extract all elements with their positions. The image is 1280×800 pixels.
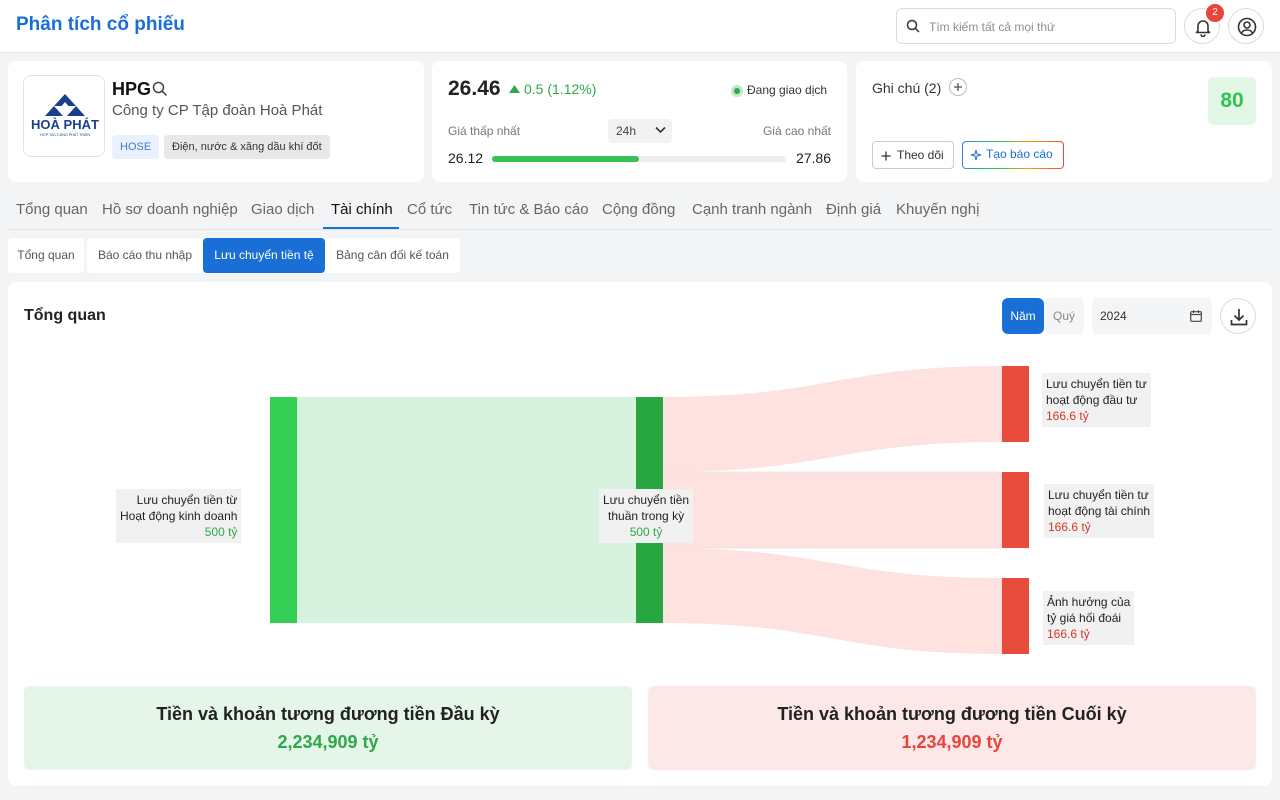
- tab-dividend[interactable]: Cổ tức: [407, 201, 453, 218]
- tab-competition[interactable]: Cạnh tranh ngành: [692, 201, 813, 218]
- subtab-overview[interactable]: Tổng quan: [8, 238, 84, 273]
- cash-flow-sankey: [270, 366, 1029, 654]
- notification-badge: 2: [1206, 4, 1224, 22]
- sector-tag: Điện, nước & xăng dầu khí đốt: [164, 135, 330, 159]
- node-fx-effect: [1002, 578, 1029, 654]
- price-change: 0.5 (1.12%): [524, 81, 597, 97]
- profile-button[interactable]: [1228, 8, 1264, 44]
- search-box[interactable]: [896, 8, 1176, 44]
- active-tab-indicator: [323, 227, 399, 229]
- follow-button[interactable]: Theo dõi: [872, 141, 954, 169]
- closing-cash-value: 1,234,909 tỷ: [901, 732, 1003, 752]
- download-icon: [1230, 309, 1248, 326]
- label-financing-cash-flow: Lưu chuyển tiền tư hoạt động tài chính 1…: [1044, 484, 1155, 538]
- tab-news-reports[interactable]: Tin tức & Báo cáo: [469, 201, 589, 218]
- label-fx-effect: Ảnh hưởng của tỷ giá hối đoái 166.6 tỷ: [1043, 591, 1135, 645]
- svg-text:HOÀ PHÁT: HOÀ PHÁT: [31, 117, 99, 132]
- subtab-balance-sheet[interactable]: Bảng cân đối kế toán: [325, 238, 460, 273]
- opening-cash-title: Tiền và khoản tương đương tiền Đầu kỳ: [156, 704, 500, 724]
- flow-to-investing: [662, 366, 1002, 472]
- cash-flow-panel: Tổng quan Năm Quý 2024 Lưu chuyển tiền t…: [8, 282, 1272, 786]
- score-badge: 80: [1208, 77, 1256, 125]
- year-value: 2024: [1100, 309, 1127, 323]
- search-icon: [906, 19, 920, 33]
- notes-label: Ghi chú (2): [872, 80, 942, 96]
- create-report-button[interactable]: Tạo báo cáo: [962, 141, 1064, 169]
- tab-valuation[interactable]: Định giá: [826, 201, 882, 218]
- node-operating-cash-flow: [270, 397, 297, 623]
- flow-to-financing: [661, 471, 1003, 549]
- create-report-label: Tạo báo cáo: [986, 147, 1053, 161]
- high-price: 27.86: [795, 150, 831, 166]
- opening-cash-box: Tiền và khoản tương đương tiền Đầu kỳ 2,…: [24, 686, 632, 770]
- tab-trading[interactable]: Giao dịch: [251, 201, 315, 218]
- low-price: 26.12: [448, 150, 484, 166]
- closing-cash-box: Tiền và khoản tương đương tiền Cuối kỳ 1…: [648, 686, 1256, 770]
- subtab-cash-flow[interactable]: Lưu chuyển tiền tệ: [203, 238, 325, 273]
- ticker-symbol: HPG: [112, 79, 152, 99]
- high-price-label: Giá cao nhất: [762, 124, 831, 138]
- flow-to-fx-effect: [662, 548, 1002, 654]
- calendar-icon: [1190, 310, 1202, 322]
- range-value: 24h: [616, 124, 637, 138]
- svg-text:HỢP TÁC CÙNG PHÁT TRIỂN: HỢP TÁC CÙNG PHÁT TRIỂN: [40, 132, 90, 137]
- notes-card: Ghi chú (2) 80 Theo dõi Tạo báo cáo: [856, 61, 1272, 182]
- opening-cash-value: 2,234,909 tỷ: [277, 732, 379, 752]
- amount-fx-effect: 166.6 tỷ: [1047, 627, 1090, 641]
- flow-operating-to-net: [297, 397, 636, 623]
- plus-icon: [881, 151, 891, 161]
- period-quarter-button[interactable]: Quý: [1044, 298, 1084, 334]
- triangle-up-icon: [509, 85, 520, 93]
- current-price: 26.46: [448, 77, 501, 100]
- subtab-income-statement[interactable]: Báo cáo thu nhập: [87, 238, 203, 273]
- exchange-tag: HOSE: [112, 135, 160, 159]
- section-title: Tổng quan: [24, 307, 106, 324]
- tab-company-profile[interactable]: Hồ sơ doanh nghiệp: [102, 201, 238, 218]
- company-name: Công ty CP Tập đoàn Hoà Phát: [112, 102, 323, 119]
- hoa-phat-logo: HOÀ PHÁT HỢP TÁC CÙNG PHÁT TRIỂN: [31, 94, 99, 137]
- price-range-fill: [492, 156, 639, 162]
- price-card: 26.46 0.5 (1.12%) Đang giao dịch Giá thấ…: [432, 61, 847, 182]
- amount-investing: 166.6 tỷ: [1046, 409, 1089, 423]
- add-note-button[interactable]: [949, 78, 967, 96]
- tab-recommendation[interactable]: Khuyến nghị: [896, 201, 980, 218]
- tab-community[interactable]: Cộng đồng: [602, 201, 676, 218]
- period-year-button[interactable]: Năm: [1002, 298, 1044, 334]
- amount-net: 500 tỷ: [629, 525, 663, 539]
- chevron-down-icon: [655, 126, 666, 134]
- closing-cash-title: Tiền và khoản tương đương tiền Cuối kỳ: [777, 704, 1127, 724]
- search-input[interactable]: [929, 17, 1165, 37]
- company-logo: HOÀ PHÁT HỢP TÁC CÙNG PHÁT TRIỂN: [23, 75, 105, 157]
- download-button[interactable]: [1220, 298, 1256, 334]
- node-investing-cash-flow: [1002, 366, 1029, 442]
- top-bar: Phân tích cổ phiếu 2: [0, 0, 1280, 53]
- sparkle-icon: [970, 149, 982, 161]
- label-investing-cash-flow: Lưu chuyển tiền tư hoạt động đầu tư 166.…: [1042, 373, 1151, 427]
- follow-label: Theo dõi: [897, 148, 944, 162]
- label-operating-cash-flow: Lưu chuyển tiền từ Hoạt động kinh doanh …: [116, 489, 242, 543]
- tab-finance[interactable]: Tài chính: [331, 201, 393, 218]
- trading-status-dot: [731, 85, 743, 97]
- year-picker[interactable]: 2024: [1092, 298, 1212, 334]
- app-title: Phân tích cổ phiếu: [16, 14, 185, 35]
- trading-status: Đang giao dịch: [747, 83, 828, 97]
- tab-overview[interactable]: Tổng quan: [16, 201, 88, 218]
- price-range-bar: [492, 156, 786, 162]
- tabs-divider: [8, 229, 1272, 230]
- node-financing-cash-flow: [1002, 472, 1029, 548]
- low-price-label: Giá thấp nhất: [448, 124, 521, 138]
- bell-icon: [1195, 20, 1211, 37]
- user-icon: [1237, 17, 1257, 37]
- label-net-cash-flow: Lưu chuyển tiền thuần trong kỳ 500 tỷ: [599, 489, 694, 543]
- amount-operating: 500 tỷ: [204, 525, 238, 539]
- amount-financing: 166.6 tỷ: [1048, 520, 1091, 534]
- plus-icon: [954, 83, 962, 91]
- ticker-search-icon[interactable]: [152, 81, 168, 97]
- stock-info-card: HOÀ PHÁT HỢP TÁC CÙNG PHÁT TRIỂN HPG Côn…: [8, 61, 424, 182]
- range-select[interactable]: 24h: [608, 119, 672, 143]
